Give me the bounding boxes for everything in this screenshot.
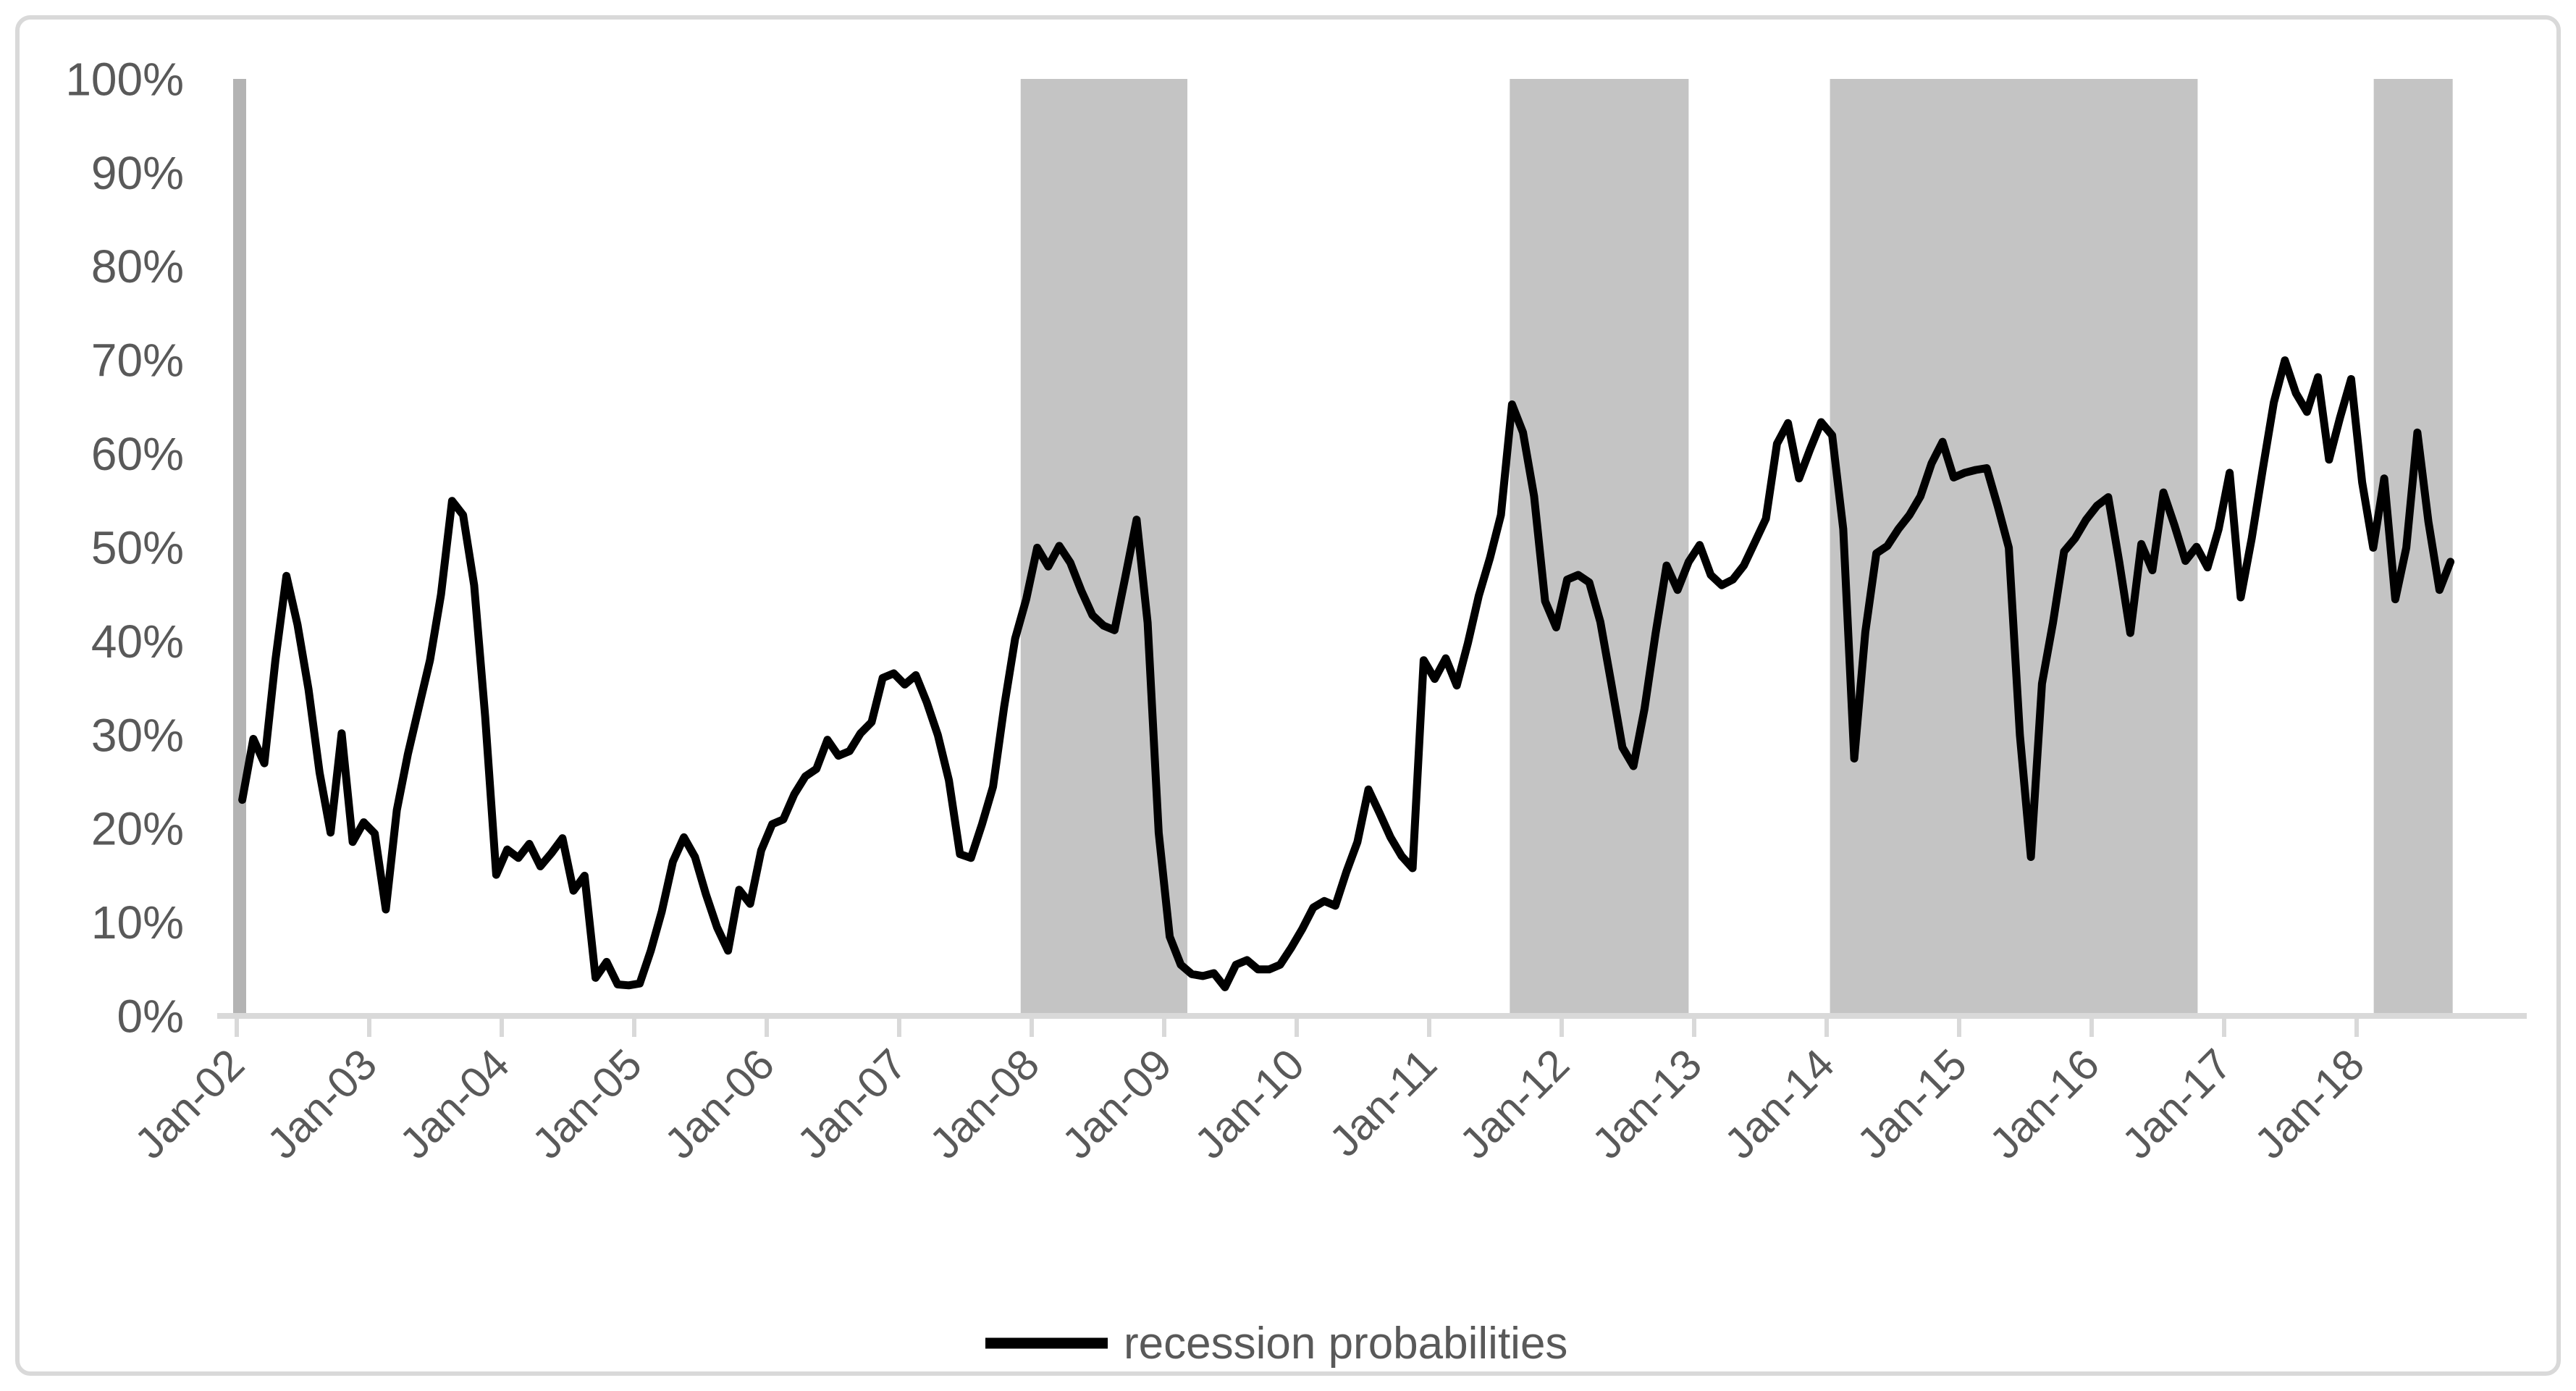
- y-label-50%: 50%: [91, 521, 184, 573]
- y-label-80%: 80%: [91, 240, 184, 293]
- y-label-90%: 90%: [91, 147, 184, 199]
- y-label-60%: 60%: [91, 428, 184, 480]
- y-label-100%: 100%: [65, 53, 184, 105]
- recession-band-3: [1830, 79, 2198, 1017]
- y-label-40%: 40%: [91, 615, 184, 668]
- y-label-0%: 0%: [117, 991, 185, 1043]
- x-axis-ticks: [235, 1016, 2359, 1037]
- legend: recession probabilities: [985, 1319, 1567, 1369]
- chart-border: [15, 15, 2561, 1376]
- y-label-30%: 30%: [91, 709, 184, 761]
- y-axis-labels: 100% 90% 80% 70% 60% 50% 40% 30% 20% 10% 0%: [65, 53, 184, 1042]
- recession-probabilities-line: [238, 356, 2455, 991]
- legend-label: recession probabilities: [1124, 1319, 1567, 1369]
- recession-band-4: [2373, 79, 2453, 1017]
- y-label-70%: 70%: [91, 335, 184, 387]
- y-label-10%: 10%: [91, 896, 184, 949]
- y-axis-bar: [233, 79, 246, 1017]
- y-label-20%: 20%: [91, 803, 184, 855]
